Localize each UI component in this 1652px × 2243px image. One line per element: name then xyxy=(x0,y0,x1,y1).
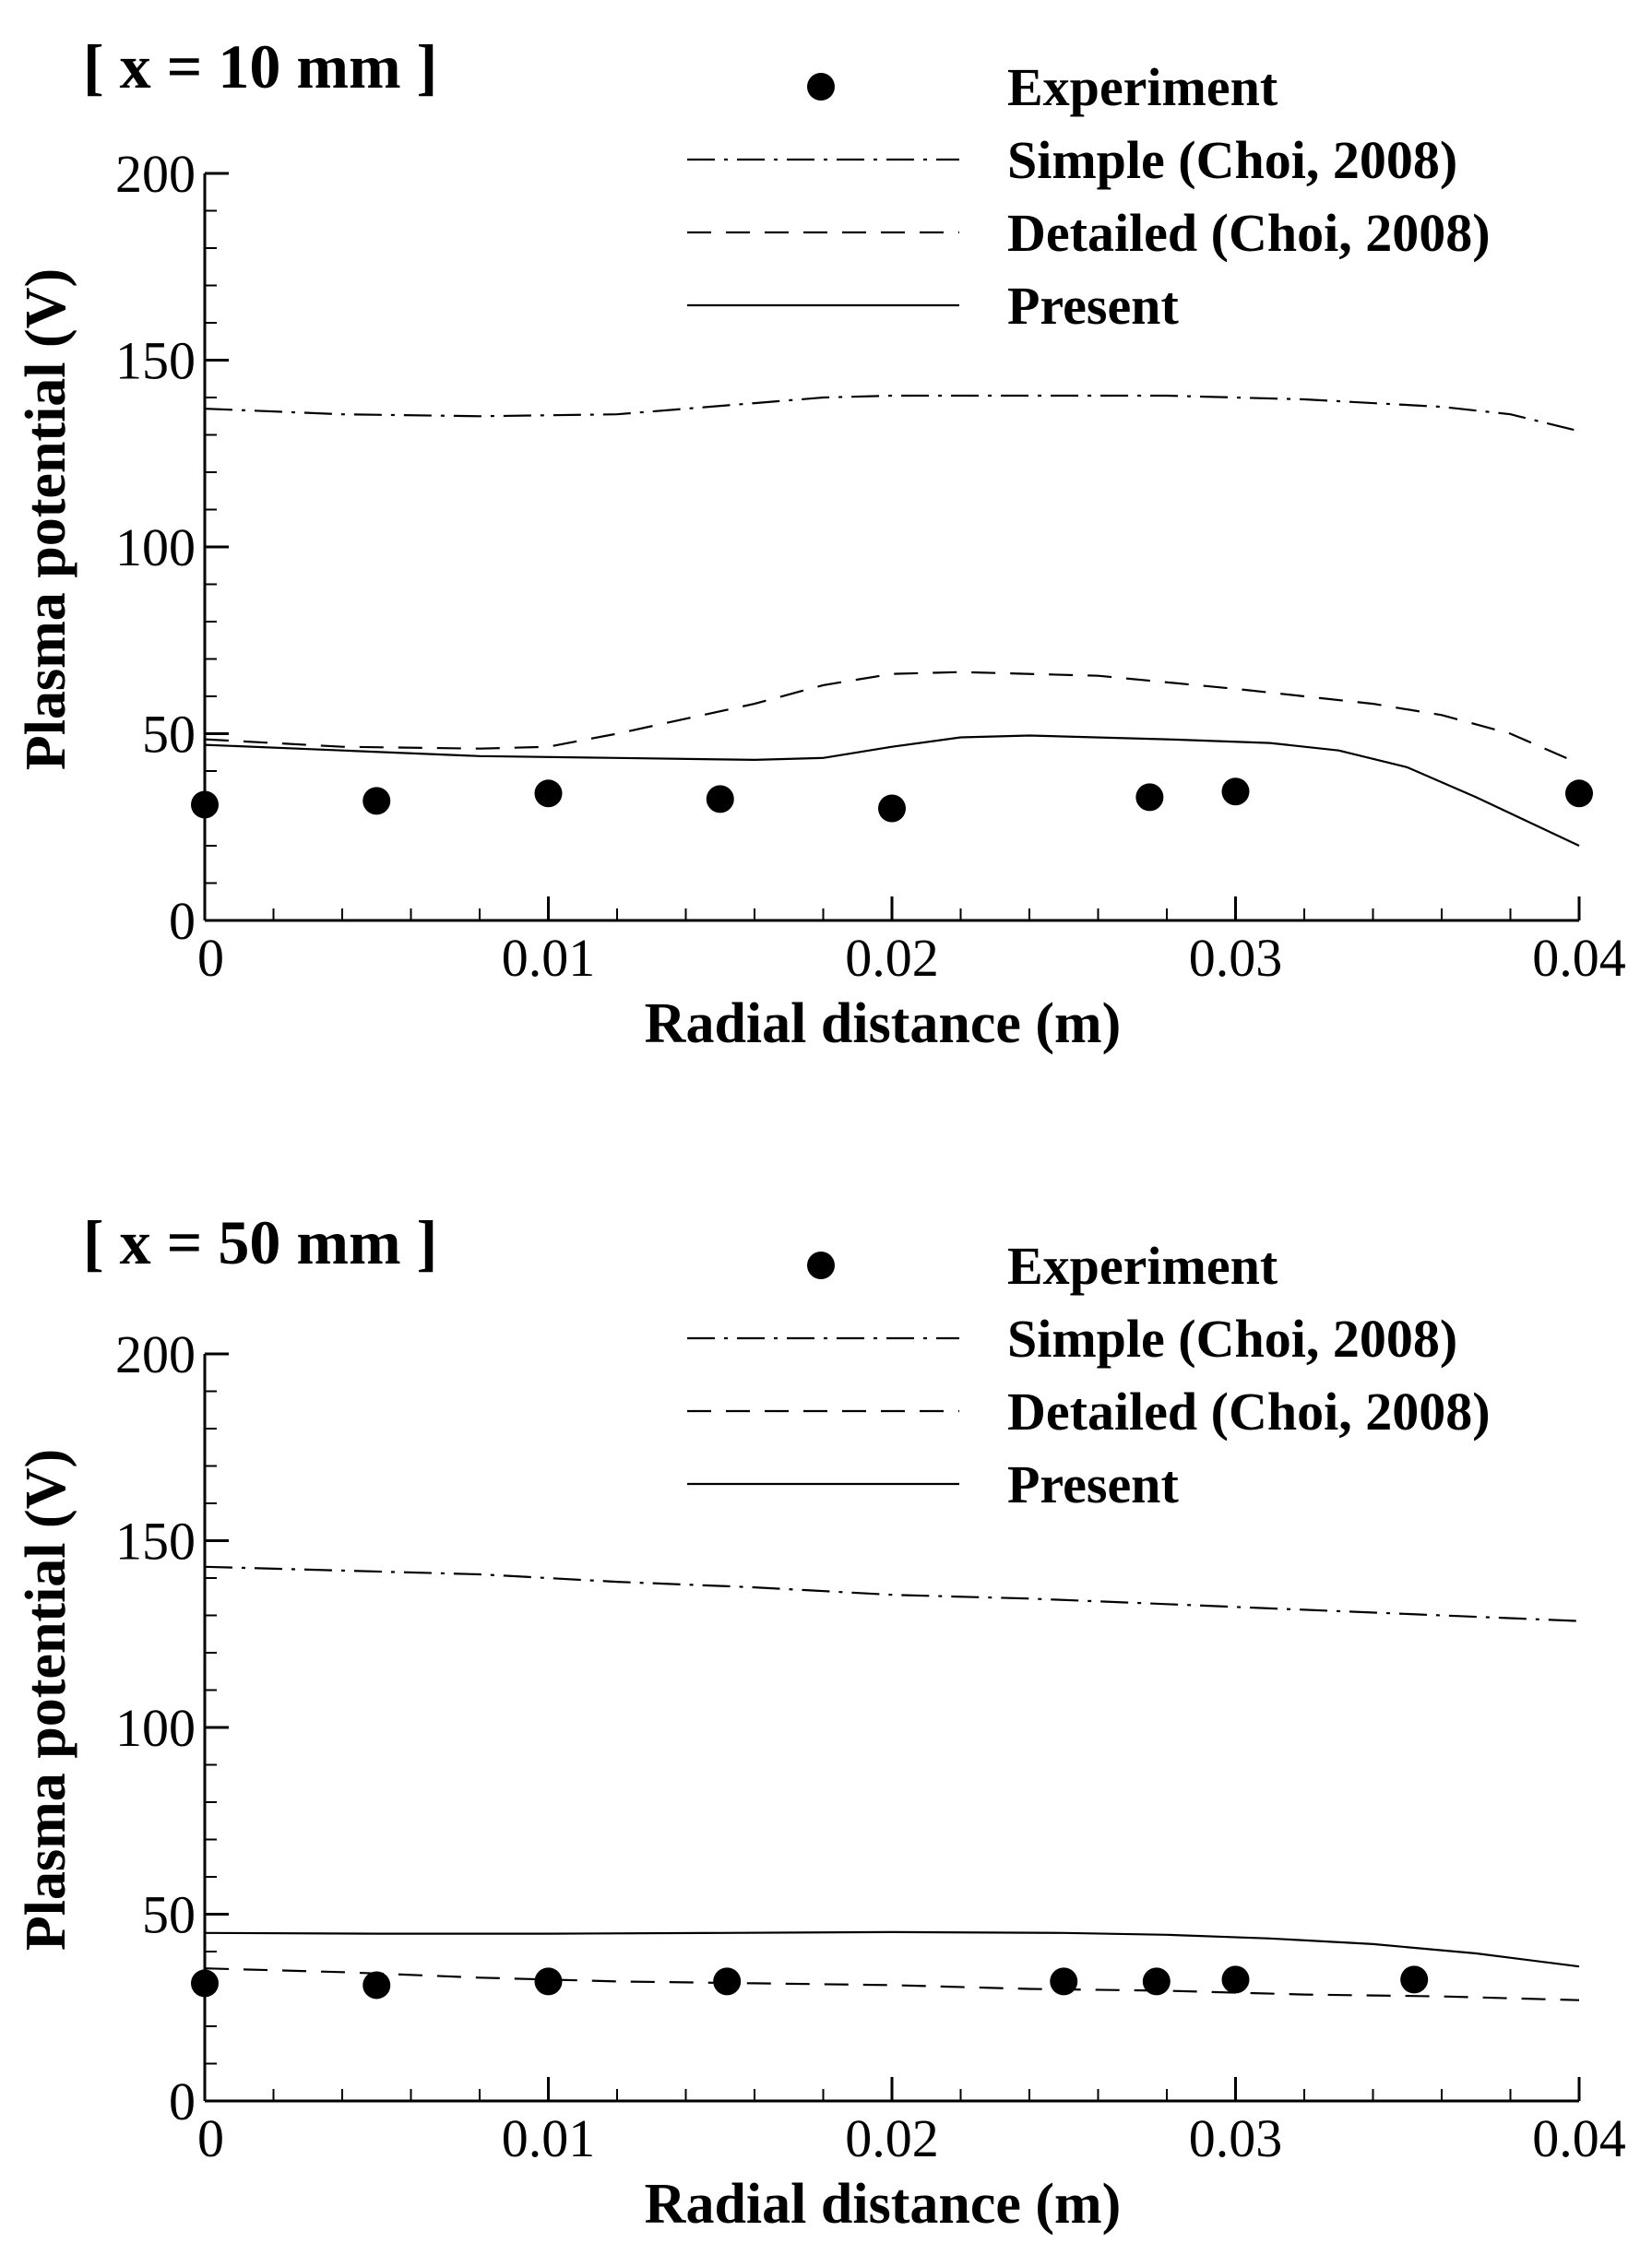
y-tick-label: 0 xyxy=(169,891,196,951)
series-line-dashdot xyxy=(204,394,1580,433)
data-point-experiment xyxy=(362,1971,391,2000)
series-line-dashed xyxy=(204,671,1580,765)
legend-marker-experiment xyxy=(807,73,835,101)
data-point-experiment xyxy=(534,1967,563,1996)
data-point-experiment xyxy=(878,794,906,823)
legend-label: Experiment xyxy=(1007,1236,1278,1296)
panel-title: [ x = 50 mm ] xyxy=(83,1207,437,1277)
y-tick-label: 50 xyxy=(142,705,196,765)
y-tick-label: 200 xyxy=(115,144,196,204)
data-point-experiment xyxy=(1565,779,1593,808)
x-tick-label: 0.04 xyxy=(1532,928,1626,988)
legend-label: Simple (Choi, 2008) xyxy=(1007,130,1457,190)
legend-label: Experiment xyxy=(1007,57,1278,117)
y-tick-label: 200 xyxy=(115,1324,196,1384)
data-point-experiment xyxy=(1400,1965,1429,1994)
data-point-experiment xyxy=(1142,1967,1171,1996)
data-point-experiment xyxy=(706,785,734,813)
x-tick-label: 0.01 xyxy=(502,928,596,988)
data-point-experiment xyxy=(362,787,391,815)
data-point-experiment xyxy=(191,790,219,819)
panel-x-10mm: 0 50 100 150 200 0 0.01 0.02 0.03 0.04 Radial dist… xyxy=(15,31,1626,1055)
x-tick-label: 0.03 xyxy=(1189,928,1283,988)
y-tick-label: 100 xyxy=(115,1698,196,1758)
y-axis-label: Plasma potential (V) xyxy=(15,1449,77,1951)
data-point-experiment xyxy=(1135,783,1164,812)
y-tick-label: 0 xyxy=(169,2071,196,2131)
series-line-dashed xyxy=(204,1967,1580,2001)
legend-label: Detailed (Choi, 2008) xyxy=(1007,203,1491,263)
data-point-experiment xyxy=(191,1969,219,1998)
x-tick-label: 0 xyxy=(197,928,224,988)
legend-label: Present xyxy=(1007,1454,1179,1514)
panel-title: [ x = 10 mm ] xyxy=(83,31,437,101)
y-tick-label: 50 xyxy=(142,1885,196,1945)
y-axis-label: Plasma potential (V) xyxy=(15,268,77,770)
data-point-experiment xyxy=(1221,777,1250,806)
x-tick-label: 0 xyxy=(197,2108,224,2168)
y-tick-label: 150 xyxy=(115,1512,196,1572)
x-tick-label: 0.02 xyxy=(845,928,939,988)
x-tick-label: 0.02 xyxy=(845,2108,939,2168)
x-tick-label: 0.03 xyxy=(1189,2108,1283,2168)
legend-marker-experiment xyxy=(807,1252,835,1279)
x-axis-label: Radial distance (m) xyxy=(645,2173,1122,2236)
y-tick-label: 150 xyxy=(115,331,196,391)
legend-label: Present xyxy=(1007,276,1179,336)
panel-x-50mm: 0 50 100 150 200 0 0.01 0.02 0.03 0.04 Radial dist… xyxy=(15,1207,1626,2236)
x-tick-label: 0.01 xyxy=(502,2108,596,2168)
y-tick-label: 100 xyxy=(115,517,196,577)
data-point-experiment xyxy=(1050,1967,1078,1996)
data-point-experiment xyxy=(713,1967,742,1996)
series-line-dashdot xyxy=(204,1565,1580,1622)
series-line-solid xyxy=(204,734,1580,847)
data-point-experiment xyxy=(534,779,563,808)
series-line-solid xyxy=(204,1930,1580,1968)
data-point-experiment xyxy=(1221,1965,1250,1994)
x-tick-label: 0.04 xyxy=(1532,2108,1626,2168)
legend-label: Detailed (Choi, 2008) xyxy=(1007,1382,1491,1442)
legend-label: Simple (Choi, 2008) xyxy=(1007,1309,1457,1369)
x-axis-label: Radial distance (m) xyxy=(645,992,1122,1055)
